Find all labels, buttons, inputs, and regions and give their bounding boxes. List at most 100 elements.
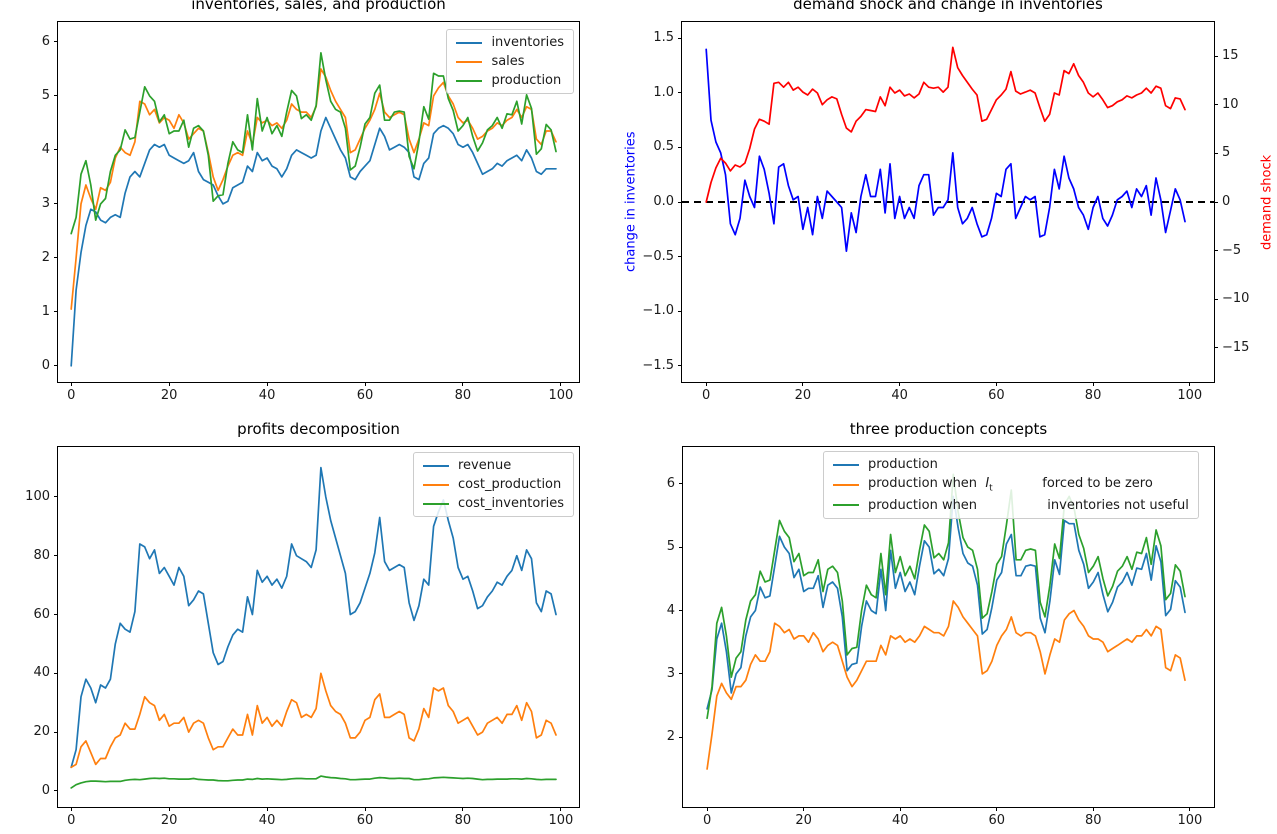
legend-item: production when inventories not useful <box>833 498 1189 513</box>
x-tick-mark <box>995 382 997 386</box>
legend-item: production <box>833 457 1189 472</box>
x-tick-label: 80 <box>1084 388 1102 403</box>
y-tick-mark <box>679 736 683 738</box>
y-tick-label: 40 <box>33 665 50 681</box>
series-line-demand-shock <box>705 46 1186 203</box>
y-tick-mark <box>54 95 58 97</box>
y-tick-label: −1.0 <box>642 303 674 319</box>
x-tick-label: 40 <box>891 388 908 403</box>
y-tick-mark <box>54 672 58 674</box>
y-tick-mark <box>678 310 682 312</box>
y-tick-mark <box>54 614 58 615</box>
legend-line-sample <box>456 79 483 82</box>
y-tick-label-right: 10 <box>1222 96 1239 112</box>
series-line-production-when-inventories-not-useful <box>706 473 1186 720</box>
series-line-inventories <box>70 116 557 367</box>
x-tick-mark <box>1189 807 1191 811</box>
y-tick-mark <box>679 673 683 675</box>
x-tick-label: 20 <box>160 813 178 828</box>
legend-line-sample <box>456 60 483 63</box>
x-tick-label: 40 <box>891 813 909 828</box>
x-tick-mark <box>1092 807 1094 811</box>
x-tick-label: 0 <box>67 813 76 828</box>
y-tick-label: 1.5 <box>653 30 674 46</box>
legend-item: cost_production <box>422 477 564 492</box>
y-tick-label: 0.0 <box>653 194 674 209</box>
y-tick-mark <box>678 92 682 94</box>
x-tick-label: 40 <box>258 388 276 403</box>
x-tick-label: 100 <box>1177 813 1203 828</box>
legend-label: cost_inventories <box>457 496 564 511</box>
chart-title: demand shock and change in inventories <box>793 0 1103 13</box>
legend-item: cost_inventories <box>422 496 564 511</box>
chart-title: profits decomposition <box>237 420 400 438</box>
legend-line-sample <box>422 483 449 486</box>
series-line-sales <box>70 68 557 310</box>
x-tick-mark <box>706 807 708 811</box>
x-tick-label: 40 <box>258 813 276 828</box>
y-tick-label: −1.5 <box>642 357 674 373</box>
y-tick-mark <box>54 365 58 367</box>
x-tick-mark <box>462 807 464 811</box>
legend-line-sample <box>456 41 483 44</box>
x-tick-label: 100 <box>1177 388 1203 403</box>
x-tick-label: 60 <box>988 388 1005 403</box>
series-line-production-when-i-t-forced-to-be-zero <box>706 600 1186 770</box>
legend-item: sales <box>456 54 564 69</box>
y-tick-mark <box>678 365 682 367</box>
x-tick-mark <box>996 807 998 811</box>
y-tick-mark <box>679 546 683 548</box>
legend-line-sample <box>833 504 859 507</box>
y-tick-label: 6 <box>41 33 50 49</box>
y-tick-label: 1 <box>41 303 50 319</box>
y-tick-mark <box>54 149 58 151</box>
y-tick-label: 80 <box>33 547 50 563</box>
y-tick-mark-right <box>1214 298 1218 300</box>
x-tick-label: 20 <box>794 388 812 403</box>
x-tick-mark <box>462 382 464 386</box>
y-tick-label: 5 <box>666 539 675 555</box>
legend: inventories sales production <box>446 29 574 94</box>
x-tick-label: 0 <box>67 388 76 403</box>
chart-title: inventories, sales, and production <box>191 0 446 13</box>
legend: production production when It forced to b… <box>823 451 1199 519</box>
legend-label: revenue <box>457 458 512 473</box>
series-line-production <box>706 495 1186 710</box>
y-tick-mark-right <box>1214 104 1218 106</box>
plot-area <box>70 466 557 789</box>
y-tick-label-right: −5 <box>1222 242 1242 258</box>
x-tick-label: 60 <box>988 813 1006 828</box>
y-tick-mark-right <box>1214 347 1218 349</box>
legend-line-sample <box>833 483 859 486</box>
y-tick-label-right: 15 <box>1222 48 1239 64</box>
plot-area <box>682 46 1214 252</box>
y-tick-label: 0 <box>41 782 50 798</box>
y-tick-mark <box>54 790 58 792</box>
x-tick-mark <box>266 807 268 811</box>
legend-item: production when It forced to be zero <box>833 476 1189 494</box>
y-tick-mark <box>54 496 58 498</box>
plot-area <box>706 473 1186 770</box>
legend-label: production <box>868 457 938 472</box>
y-tick-label-right: 5 <box>1222 145 1231 161</box>
y-tick-mark <box>678 37 682 39</box>
y-tick-label: 3 <box>41 195 50 211</box>
x-tick-mark <box>1189 382 1191 386</box>
x-tick-mark <box>1092 382 1094 386</box>
y-tick-mark-right <box>1214 201 1218 203</box>
x-tick-mark <box>70 382 72 386</box>
y-tick-label-right: 0 <box>1222 194 1231 209</box>
x-tick-mark <box>899 382 901 386</box>
y-tick-label: 100 <box>25 488 50 504</box>
y-tick-label: 4 <box>41 141 50 157</box>
x-tick-label: 80 <box>454 388 472 403</box>
x-tick-label: 0 <box>703 813 712 828</box>
legend-label: inventories <box>491 35 564 50</box>
x-tick-mark <box>168 807 170 811</box>
subplot-inventories-sales-production: inventories, sales, and production inven… <box>42 0 580 403</box>
legend: revenue cost_production cost_inventories <box>412 452 574 517</box>
y-tick-mark <box>678 146 682 148</box>
legend-line-sample <box>422 502 449 505</box>
x-tick-label: 100 <box>548 388 574 403</box>
y-tick-label-right: −15 <box>1222 339 1250 355</box>
